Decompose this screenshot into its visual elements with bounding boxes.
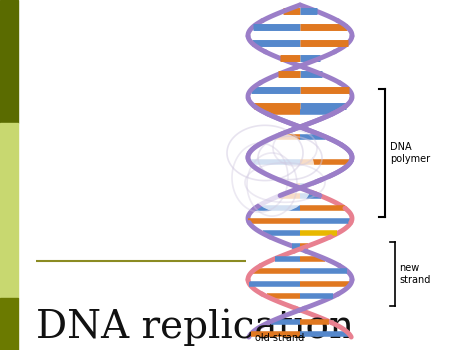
Bar <box>0 0 18 122</box>
Text: new
strand: new strand <box>399 263 430 285</box>
Ellipse shape <box>245 133 315 212</box>
Bar <box>0 298 18 350</box>
Text: old strand: old strand <box>255 333 305 343</box>
Text: DNA replication: DNA replication <box>36 308 354 346</box>
Bar <box>0 122 18 298</box>
Text: DNA
polymer: DNA polymer <box>390 142 430 164</box>
